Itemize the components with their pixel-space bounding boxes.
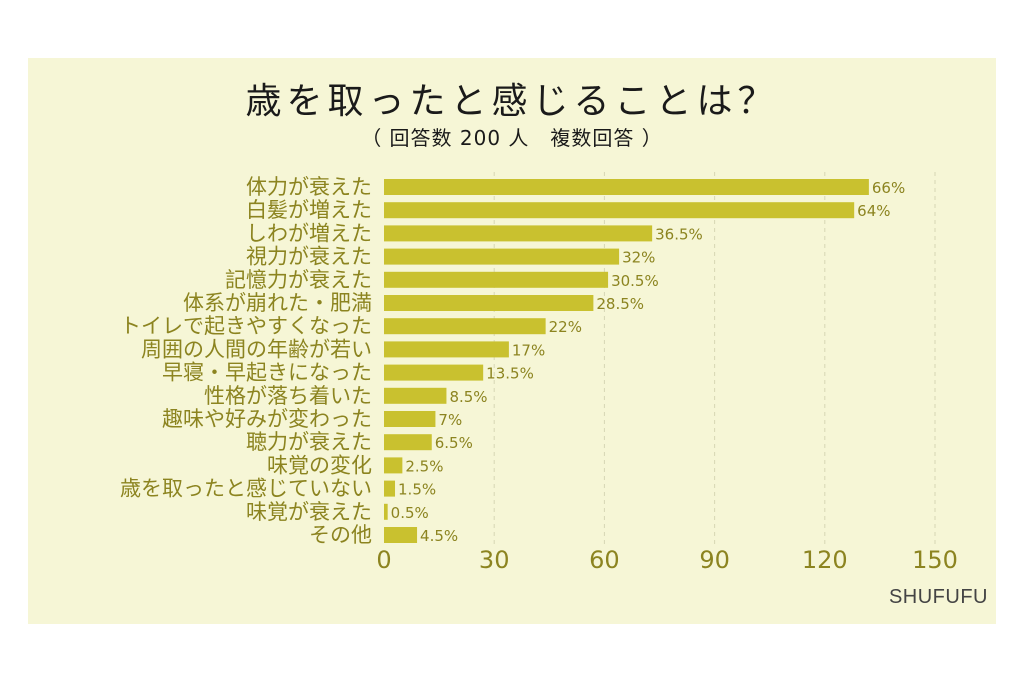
bar <box>384 318 546 335</box>
value-label: 32% <box>622 249 655 267</box>
category-label: 早寝・早起きになった <box>162 361 372 385</box>
category-label: 性格が落ち着いた <box>204 384 372 408</box>
value-label: 2.5% <box>405 457 443 475</box>
bar <box>384 364 484 381</box>
chart-panel <box>28 58 996 624</box>
grid-lines <box>493 172 936 545</box>
category-label: その他 <box>309 523 372 547</box>
value-labels: 66% 64% 36.5%32% 30.5% 28.5% 22%17% 13.5% 8.5% 7… <box>391 179 906 545</box>
bars <box>384 179 869 543</box>
category-label: 白髪が増えた <box>246 198 372 222</box>
category-labels: 体力が衰えた白髪が増えたしわが増えた視力が衰えた記憶力が衰えた体系が崩れた・肥満… <box>120 175 372 547</box>
source-label: SHUFUFU <box>888 586 988 608</box>
value-label: 1.5% <box>398 481 436 499</box>
bar <box>384 248 620 265</box>
bar <box>384 202 855 219</box>
category-label: トイレで起きやすくなった <box>120 314 372 338</box>
category-label: 周囲の人間の年齢が若い <box>141 337 372 361</box>
x-tick-label: 60 <box>589 546 620 574</box>
x-tick-label: 120 <box>802 546 848 574</box>
value-label: 6.5% <box>435 434 473 452</box>
value-label: 17% <box>512 341 545 359</box>
value-label: 0.5% <box>391 504 429 522</box>
category-label: 味覚の変化 <box>267 453 372 477</box>
value-label: 28.5% <box>596 295 644 313</box>
category-label: 歳を取ったと感じていない <box>120 477 372 501</box>
bar <box>384 295 594 311</box>
bar <box>384 411 436 427</box>
value-label: 8.5% <box>449 388 487 406</box>
bar <box>384 271 609 288</box>
bar <box>384 387 447 404</box>
value-label: 13.5% <box>486 365 534 383</box>
value-label: 30.5% <box>611 272 659 290</box>
category-label: 体系が崩れた・肥満 <box>183 291 372 315</box>
x-axis-ticks: 0 30 60 90 120 150 <box>376 546 958 574</box>
category-label: 聴力が衰えた <box>246 430 372 454</box>
category-label: 趣味や好みが変わった <box>162 407 372 431</box>
bar <box>384 503 388 520</box>
value-label: 66% <box>872 179 905 197</box>
x-tick-label: 0 <box>376 546 391 574</box>
bar <box>384 434 432 451</box>
x-tick-label: 90 <box>699 546 730 574</box>
value-label: 64% <box>857 202 890 220</box>
chart-title: 歳を取ったと感じることは？ <box>245 81 779 122</box>
category-label: 味覚が衰えた <box>246 500 372 524</box>
value-label: 22% <box>549 318 582 336</box>
value-label: 4.5% <box>420 527 458 545</box>
bar <box>384 225 653 242</box>
category-label: しわが増えた <box>246 221 372 245</box>
x-tick-label: 150 <box>912 546 958 574</box>
x-tick-label: 30 <box>479 546 510 574</box>
bar <box>384 480 396 497</box>
value-label: 7% <box>438 411 462 429</box>
value-label: 36.5% <box>655 225 703 243</box>
category-label: 体力が衰えた <box>246 175 372 199</box>
bar <box>384 179 869 195</box>
category-label: 視力が衰えた <box>246 245 372 269</box>
bar <box>384 527 418 543</box>
bar <box>384 457 403 474</box>
bar <box>384 341 509 358</box>
category-label: 記憶力が衰えた <box>225 268 372 292</box>
chart-subtitle: （ 回答数 200 人 複数回答 ） <box>361 126 663 150</box>
